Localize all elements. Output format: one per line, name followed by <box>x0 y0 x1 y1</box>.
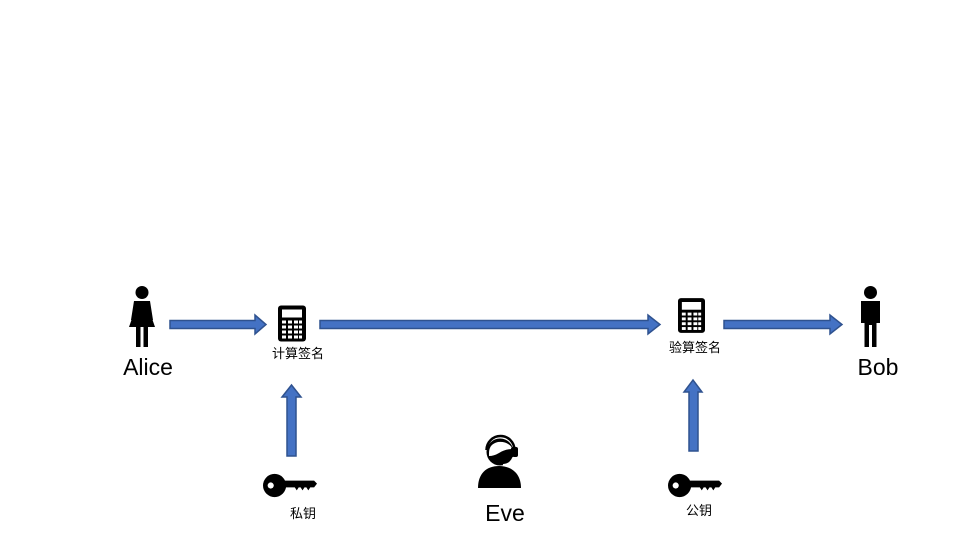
arrow-private-key-to-compute <box>280 383 303 457</box>
node-label-compute-signature: 计算签名 <box>271 347 325 362</box>
node-label-public-key: 公钥 <box>685 504 713 519</box>
node-label-private-key: 私钥 <box>289 507 317 522</box>
node-label-alice: Alice <box>123 354 173 380</box>
headset-person-icon <box>478 434 521 488</box>
man-icon <box>861 286 880 347</box>
node-label-bob: Bob <box>857 354 899 380</box>
node-label-eve: Eve <box>485 500 525 526</box>
key-icon <box>263 473 317 498</box>
arrow-compute-to-verify <box>319 313 662 336</box>
arrow-alice-to-compute <box>169 313 268 336</box>
key-icon <box>668 473 722 498</box>
arrow-verify-to-bob <box>723 313 844 336</box>
calculator-icon <box>678 298 705 333</box>
node-label-verify-signature: 验算签名 <box>668 341 722 356</box>
calculator-icon <box>278 305 306 342</box>
woman-icon <box>129 286 155 347</box>
arrow-public-key-to-verify <box>682 378 704 452</box>
